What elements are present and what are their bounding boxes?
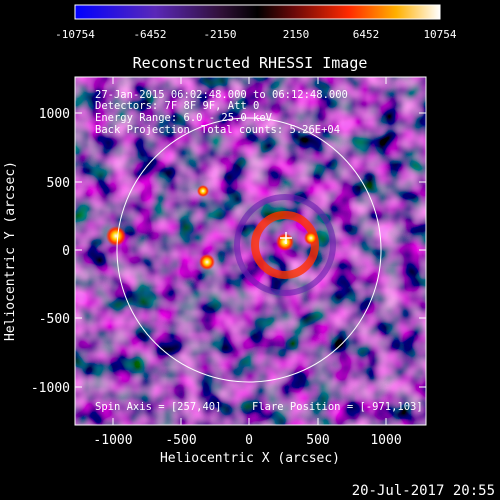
center-source (276, 233, 294, 251)
time-range: 27-Jan-2015 06:02:48.000 to 06:12:48.000 (95, 89, 348, 101)
y-tick-label: 0 (62, 244, 70, 259)
plot-frame (74, 76, 427, 426)
flare-position: Flare Position = [-971,103] (252, 401, 423, 413)
colorbar-tick: -10754 (55, 28, 95, 41)
y-tick-label: -500 (39, 312, 70, 327)
info-block: 27-Jan-2015 06:02:48.000 to 06:12:48.000… (95, 89, 348, 136)
colorbar-tick: 2150 (283, 28, 310, 41)
y-tick-label: 500 (47, 176, 70, 191)
crosshair-marker (280, 232, 292, 244)
x-tick-label: -500 (165, 433, 196, 448)
colorbar-ticks: -10754 -6452 -2150 2150 6452 10754 (55, 28, 457, 41)
colorbar-tick: 6452 (353, 28, 380, 41)
x-tick-label: 1000 (370, 433, 401, 448)
y-tick-label: -1000 (31, 381, 70, 396)
solar-limb (116, 117, 382, 383)
colorbar-tick: 10754 (423, 28, 456, 41)
x-tick-labels: -1000 -500 0 500 1000 (93, 433, 401, 448)
spin-axis: Spin Axis = [257,40] (95, 401, 221, 413)
axis-ticks (75, 77, 426, 425)
y-tick-label: 1000 (39, 107, 70, 122)
x-tick-label: 0 (245, 433, 253, 448)
y-axis-title: Heliocentric Y (arcsec) (3, 161, 18, 341)
flare-source (106, 226, 126, 246)
colorbar-tick: -6452 (133, 28, 166, 41)
y-tick-labels: 1000 500 0 -500 -1000 (31, 107, 70, 396)
x-axis-title: Heliocentric X (arcsec) (160, 451, 340, 466)
colorbar-tick: -2150 (203, 28, 236, 41)
energy-range: Energy Range: 6.0 - 25.0 keV (95, 112, 273, 124)
total-counts: Total counts: 5.26E+04 (201, 124, 340, 136)
detectors: Detectors: 7F 8F 9F, Att 0 (95, 100, 259, 112)
footer-date: 20-Jul-2017 20:55 (352, 483, 495, 499)
colorbar (74, 4, 441, 20)
method: Back Projection (95, 124, 190, 136)
x-tick-label: -1000 (93, 433, 132, 448)
plot-title: Reconstructed RHESSI Image (133, 54, 368, 72)
x-tick-label: 500 (306, 433, 329, 448)
image-area (75, 77, 426, 425)
